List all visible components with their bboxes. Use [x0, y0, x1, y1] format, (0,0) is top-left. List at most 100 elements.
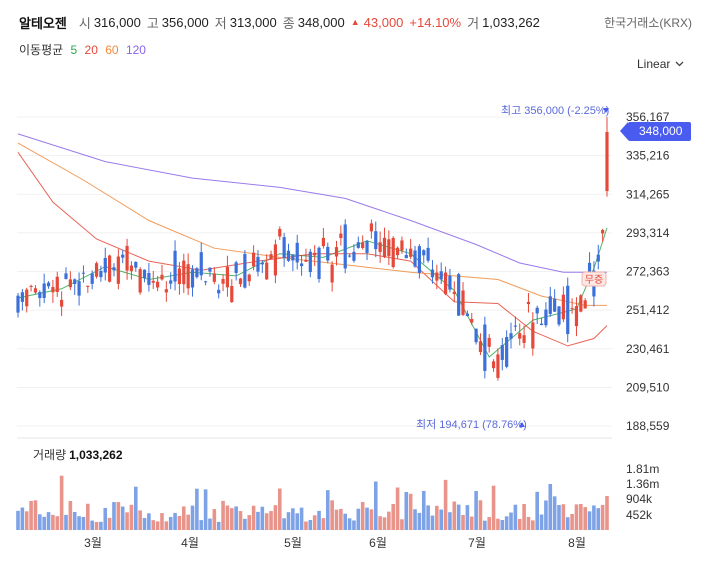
candle-body — [64, 273, 68, 280]
candle — [129, 261, 134, 280]
volume-bar — [103, 507, 108, 530]
candle-body — [125, 245, 129, 271]
candle — [68, 271, 72, 291]
candle-body — [282, 237, 286, 259]
volume-bar — [421, 490, 426, 530]
candle-body — [378, 242, 382, 252]
volume-bar — [570, 513, 574, 530]
candle — [90, 270, 94, 290]
volume-bar — [304, 521, 308, 530]
volume-bar — [42, 516, 46, 530]
candle-body — [286, 250, 291, 261]
volume-panel-value: 1,033,262 — [69, 448, 123, 462]
candle-body — [347, 255, 352, 257]
candle-body — [291, 254, 295, 261]
candle — [526, 292, 531, 313]
change-percent: +14.10% — [409, 14, 462, 30]
open-value: 316,000 — [93, 14, 141, 30]
volume-bar — [317, 510, 321, 530]
volume-bar — [343, 513, 348, 530]
candle — [252, 245, 256, 271]
ma-20-label[interactable]: 20 — [84, 43, 98, 57]
candle — [177, 261, 182, 295]
candle — [81, 265, 86, 283]
current-price-tag: 348,000 — [619, 122, 692, 141]
candle — [108, 254, 112, 283]
scale-selector[interactable]: Linear — [637, 57, 684, 71]
volume-bar — [417, 512, 422, 530]
candle — [439, 262, 443, 285]
ma-5-label[interactable]: 5 — [70, 43, 78, 57]
candle — [286, 243, 291, 262]
candle — [317, 246, 321, 283]
volume-bar — [330, 500, 334, 530]
candle — [369, 219, 373, 239]
candle — [42, 273, 46, 304]
candle-body — [142, 269, 147, 278]
candle-body — [557, 306, 561, 325]
candle — [539, 317, 544, 326]
candle — [225, 255, 230, 297]
candle-body — [443, 272, 448, 295]
candle — [243, 250, 247, 289]
candle-body — [212, 273, 216, 282]
candle — [208, 267, 212, 277]
candle — [291, 254, 295, 272]
volume-bar — [199, 520, 204, 530]
ma-120-label[interactable]: 120 — [125, 43, 146, 57]
candle-body — [579, 295, 583, 312]
candle — [474, 328, 478, 345]
candle — [164, 281, 168, 302]
ma-60-label[interactable]: 60 — [105, 43, 119, 57]
candle-body — [352, 251, 356, 261]
candle — [38, 290, 42, 307]
candle — [513, 316, 517, 331]
volume-bar — [413, 509, 417, 530]
volume-bar — [33, 500, 38, 530]
candle — [230, 279, 234, 303]
volume-bar — [500, 520, 505, 530]
candle-body — [308, 251, 312, 272]
volume-bar — [487, 517, 491, 530]
candle — [391, 236, 395, 269]
y-tick-label: 293,314 — [626, 226, 670, 240]
y-tick-label: 272,363 — [626, 265, 670, 279]
volume-bar — [491, 485, 496, 530]
volume-bar — [461, 515, 465, 530]
volume-bar — [548, 483, 553, 530]
candle-body — [422, 250, 426, 256]
candle-body — [238, 278, 243, 285]
candle — [531, 312, 535, 356]
candle-body — [273, 244, 278, 276]
candle — [186, 253, 190, 296]
candle — [156, 276, 160, 292]
x-tick-label: 4월 — [181, 536, 199, 550]
volume-bar — [552, 496, 557, 530]
candle — [579, 294, 583, 313]
candle-body — [583, 300, 587, 309]
change-value: 43,000 — [363, 14, 404, 30]
candle-body — [20, 292, 24, 302]
free-issue-badge[interactable]: 무증 — [581, 271, 607, 287]
candle-body — [413, 250, 417, 267]
candle — [561, 286, 565, 323]
candle — [20, 289, 24, 311]
volume-y-tick-label: 904k — [626, 492, 653, 506]
candle-body — [147, 272, 151, 285]
candle — [601, 228, 605, 243]
volume-bar — [435, 505, 439, 530]
candle — [553, 289, 557, 313]
candle — [73, 278, 77, 295]
candle-body — [182, 260, 186, 285]
candle-body — [173, 250, 177, 282]
candle — [160, 264, 164, 281]
candle-body — [60, 299, 64, 307]
y-tick-label: 356,167 — [626, 110, 670, 124]
candle — [422, 249, 426, 264]
candle — [339, 225, 343, 246]
candle-body — [169, 280, 173, 284]
candle — [496, 348, 500, 381]
candle-body — [121, 254, 125, 258]
volume-bar — [181, 506, 186, 530]
